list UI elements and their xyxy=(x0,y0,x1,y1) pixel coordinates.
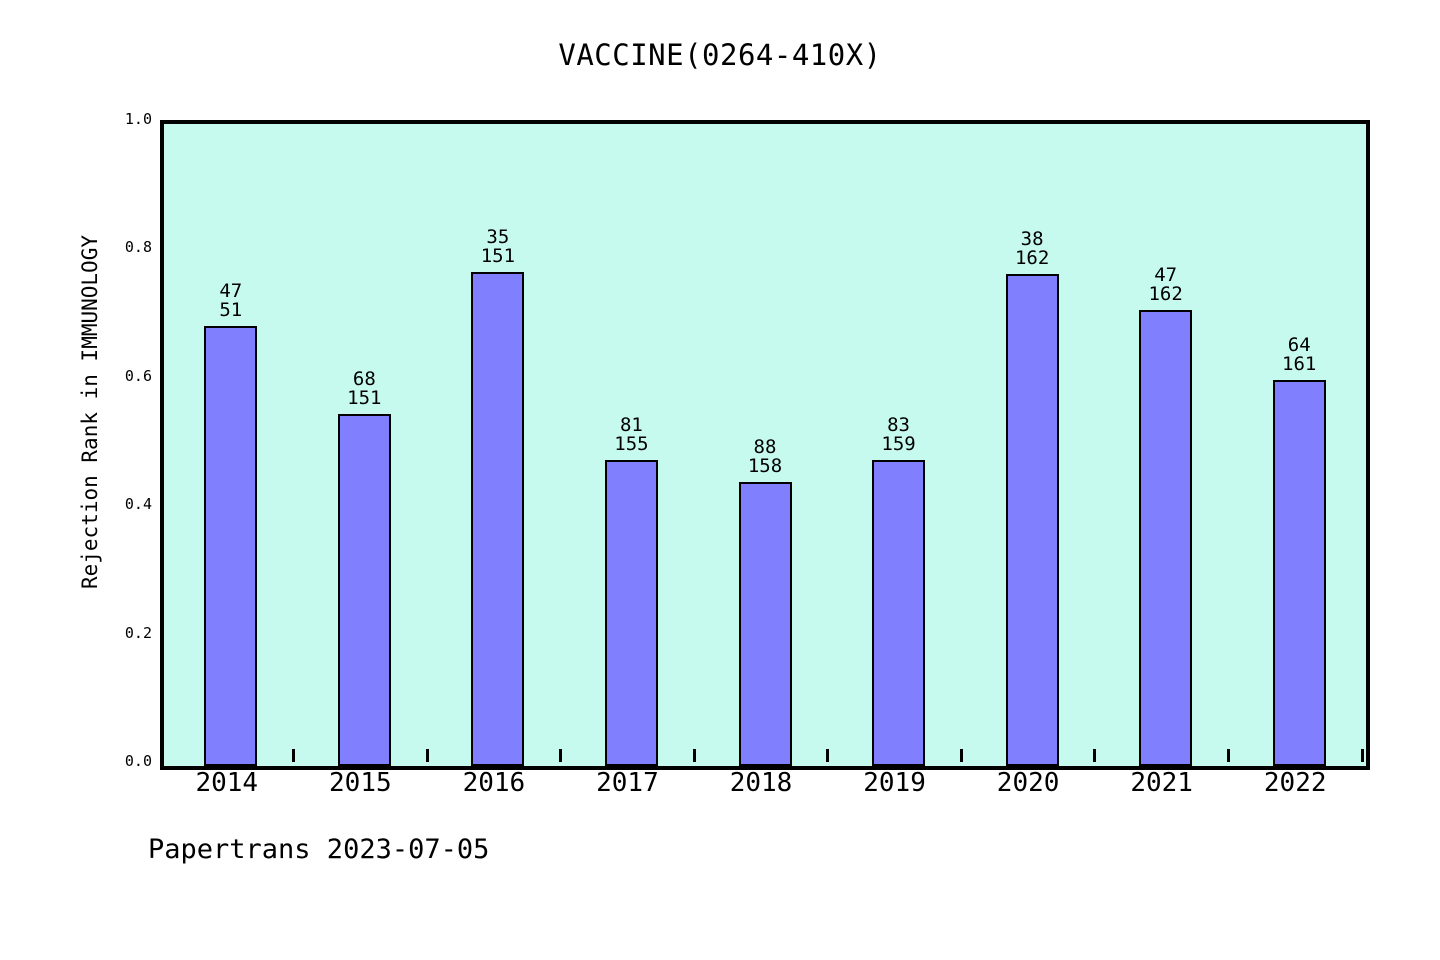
bar-value-numerator: 35 xyxy=(486,226,510,249)
bar-value-denominator: 162 xyxy=(1148,283,1183,306)
x-axis-tick-mark xyxy=(1093,749,1097,762)
y-axis-tick-label: 0.0 xyxy=(124,752,152,770)
bar-value-denominator: 51 xyxy=(219,299,243,322)
bar-value-label: 47 162 xyxy=(1106,266,1226,304)
bar-value-numerator: 88 xyxy=(753,435,777,458)
bar-value-denominator: 158 xyxy=(747,454,783,477)
bar-value-numerator: 47 xyxy=(1154,264,1178,287)
plot-inner: 47 51 68 151 35 151 81 155 88 158 83 159 38 162 47 162 6… xyxy=(164,124,1366,766)
footer-note: Papertrans 2023-07-05 xyxy=(148,834,490,865)
bar-value-label: 35 151 xyxy=(438,228,558,266)
y-axis-tick-label: 1.0 xyxy=(124,110,152,128)
x-axis-tick-label: 2016 xyxy=(462,768,526,798)
x-axis-tick-mark xyxy=(826,749,830,762)
x-axis-tick-label: 2019 xyxy=(863,768,926,798)
chart-title: VACCINE(0264-410X) xyxy=(558,38,882,72)
bar[interactable] xyxy=(204,326,258,766)
bar-value-denominator: 161 xyxy=(1282,352,1317,375)
bar-value-numerator: 64 xyxy=(1287,333,1311,356)
bar[interactable] xyxy=(337,413,391,766)
y-axis-tick-label: 0.6 xyxy=(124,366,152,385)
bar-value-numerator: 68 xyxy=(352,367,376,390)
bar[interactable] xyxy=(1139,310,1193,766)
bar-value-numerator: 38 xyxy=(1020,228,1044,251)
y-axis-tick-labels: 0.0 0.2 0.4 0.6 0.8 1.0 xyxy=(92,112,152,769)
bar-value-label: 88 158 xyxy=(705,435,825,477)
bar-value-label: 81 155 xyxy=(571,413,691,455)
x-axis-tick-mark xyxy=(559,749,563,762)
bar-value-numerator: 81 xyxy=(619,413,643,436)
bar-value-label: 38 162 xyxy=(972,230,1092,268)
bar-value-denominator: 159 xyxy=(881,432,916,455)
x-axis-tick-mark xyxy=(1226,749,1230,762)
x-axis-tick-label: 2014 xyxy=(195,768,259,798)
bar[interactable] xyxy=(738,481,792,766)
bar-value-denominator: 155 xyxy=(614,432,649,455)
x-axis-tick-labels: 2014 2015 2016 2017 2018 2019 2020 2021 2022 xyxy=(160,768,1362,802)
x-axis-tick-mark xyxy=(692,749,696,762)
y-axis-tick-label: 0.4 xyxy=(124,495,152,514)
bar-value-denominator: 151 xyxy=(480,245,516,268)
bar-value-label: 68 151 xyxy=(304,367,424,409)
bar[interactable] xyxy=(1005,274,1059,766)
bar[interactable] xyxy=(471,272,525,766)
x-axis-tick-label: 2022 xyxy=(1263,768,1327,798)
bar-value-label: 47 51 xyxy=(171,282,291,320)
x-axis-tick-marks xyxy=(160,749,1364,763)
bar-value-numerator: 83 xyxy=(887,413,910,436)
plot-area: 47 51 68 151 35 151 81 155 88 158 83 159 38 162 47 162 6… xyxy=(160,120,1370,770)
x-axis-tick-mark xyxy=(1360,749,1364,762)
x-axis-tick-mark xyxy=(425,749,429,762)
bar-value-numerator: 47 xyxy=(219,280,243,303)
bar-value-label: 64 161 xyxy=(1239,333,1359,375)
bar-value-denominator: 151 xyxy=(347,386,382,409)
x-axis-tick-label: 2021 xyxy=(1130,768,1193,798)
x-axis-tick-mark xyxy=(959,749,963,762)
y-axis-tick-label: 0.2 xyxy=(124,623,152,642)
bar[interactable] xyxy=(1272,379,1326,766)
x-axis-tick-label: 2017 xyxy=(596,768,659,798)
bar[interactable] xyxy=(872,459,926,766)
bar-value-denominator: 162 xyxy=(1014,247,1050,270)
x-axis-tick-label: 2020 xyxy=(996,768,1060,798)
bar[interactable] xyxy=(604,459,658,766)
x-axis-tick-mark xyxy=(292,749,296,762)
bar-value-label: 83 159 xyxy=(839,413,959,455)
y-axis-tick-label: 0.8 xyxy=(124,238,152,257)
x-axis-tick-label: 2015 xyxy=(329,768,392,798)
x-axis-tick-label: 2018 xyxy=(729,768,793,798)
